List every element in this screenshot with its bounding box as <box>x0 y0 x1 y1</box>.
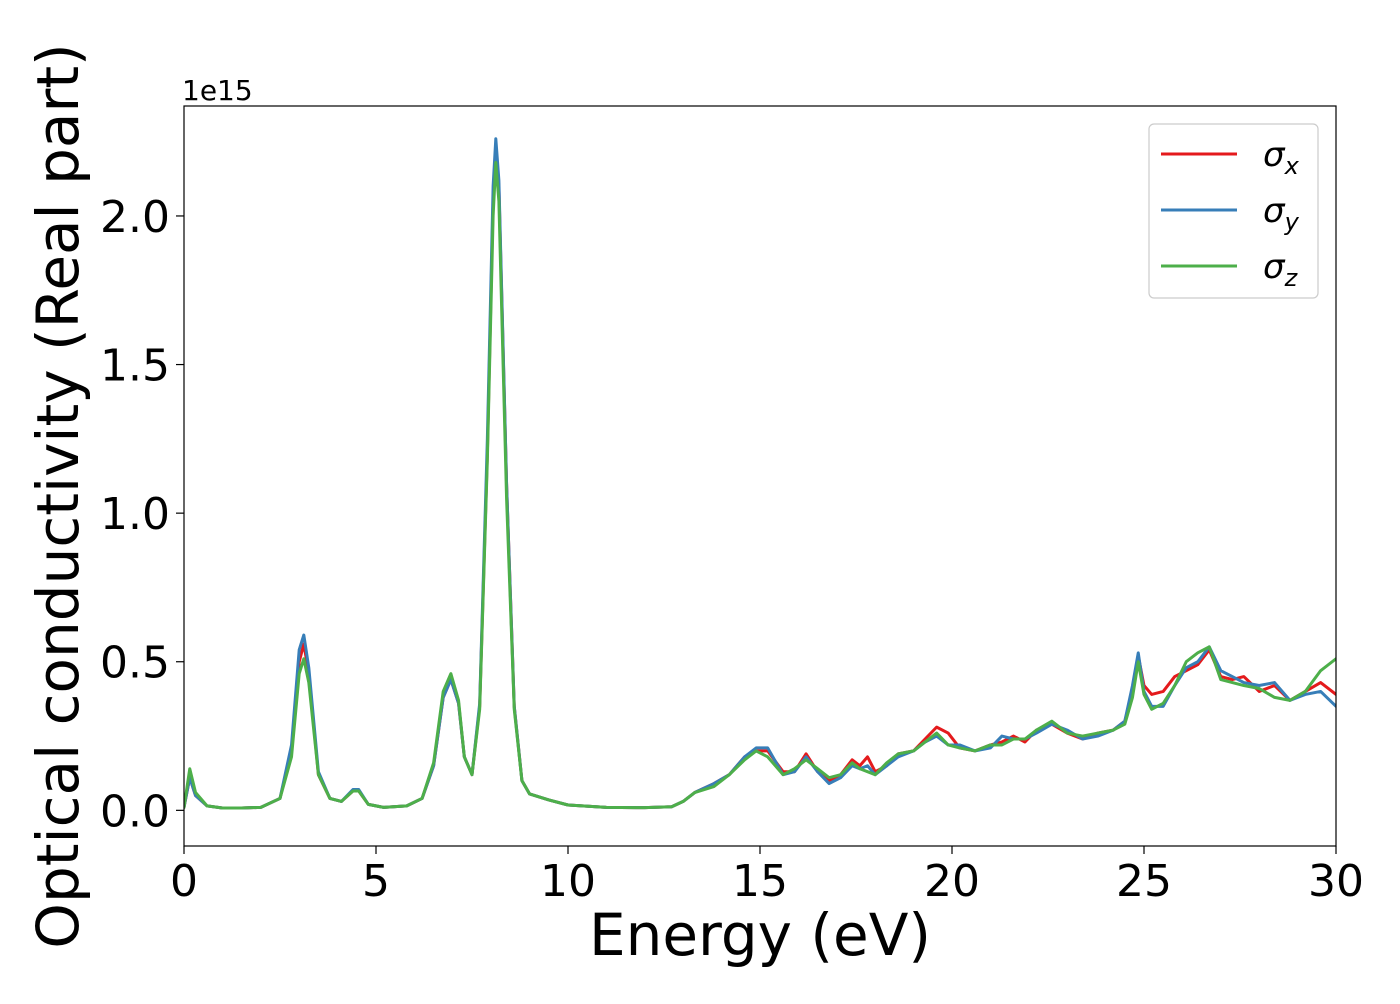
x-tick-label: 15 <box>732 856 788 907</box>
legend-label-z: σz <box>1263 247 1299 292</box>
x-tick-label: 25 <box>1116 856 1172 907</box>
legend-label-x: σx <box>1263 135 1300 180</box>
legend-label-y: σy <box>1263 191 1300 236</box>
y-tick-label: 1.0 <box>100 489 170 540</box>
y-tick-label: 0.0 <box>100 786 170 837</box>
x-axis-title: Energy (eV) <box>589 901 931 969</box>
series-group <box>184 137 1336 810</box>
x-tick-label: 10 <box>540 856 596 907</box>
y-axis-title: Optical conductivity (Real part) <box>24 43 92 948</box>
x-tick-label: 20 <box>924 856 980 907</box>
x-axis: 0 5 10 15 20 25 30 <box>170 846 1364 907</box>
x-tick-label: 30 <box>1308 856 1364 907</box>
x-tick-label: 5 <box>362 856 390 907</box>
y-tick-label: 2.0 <box>100 192 170 243</box>
series-line-z <box>184 160 1336 810</box>
y-tick-label: 1.5 <box>100 341 170 392</box>
y-tick-label: 0.5 <box>100 638 170 689</box>
x-tick-label: 0 <box>170 856 198 907</box>
y-axis: 0.0 0.5 1.0 1.5 2.0 <box>100 192 184 837</box>
y-offset-label: 1e15 <box>182 74 253 107</box>
legend: σx σy σz <box>1148 123 1319 299</box>
